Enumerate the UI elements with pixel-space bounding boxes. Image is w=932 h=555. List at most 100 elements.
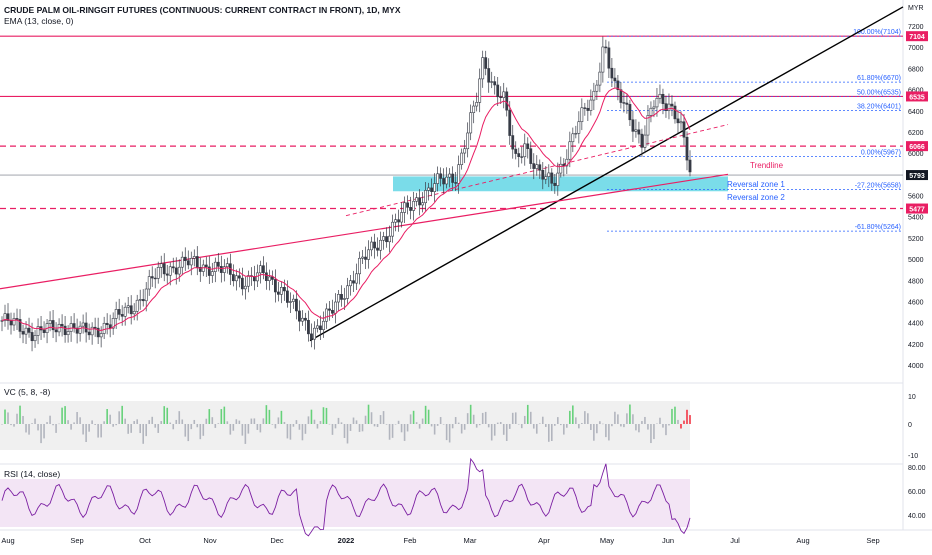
time-tick-label: Apr: [538, 536, 550, 545]
vc-bar: [325, 407, 328, 424]
vc-bar: [599, 421, 601, 424]
vc-bar: [563, 424, 565, 435]
candle-body: [397, 219, 400, 223]
vc-bar: [295, 420, 298, 424]
vc-bar: [611, 424, 613, 427]
vc-bar: [671, 408, 673, 424]
currency-label: MYR: [908, 5, 924, 12]
vc-bar: [665, 424, 667, 436]
candle-body: [553, 182, 557, 186]
vc-bar: [517, 424, 520, 425]
candle-body: [565, 158, 569, 167]
vc-bar: [340, 422, 343, 424]
candle-body: [490, 81, 494, 83]
ema-legend[interactable]: EMA (13, close, 0): [4, 16, 74, 26]
fib-level-label: 100.00%(7104): [853, 29, 901, 36]
candle-body: [580, 107, 584, 123]
candle-body: [283, 287, 286, 292]
vc-bar: [190, 424, 193, 430]
candle-body: [364, 256, 367, 260]
vc-bar: [502, 424, 505, 435]
candle-body: [643, 134, 647, 148]
candle-body: [583, 107, 587, 109]
vc-bar: [196, 424, 199, 428]
vc-bar: [499, 422, 502, 424]
rsi-legend[interactable]: RSI (14, close): [4, 469, 61, 479]
vc-bar: [590, 424, 592, 430]
vc-bar: [463, 424, 466, 430]
annotation-reversal-zone-2: Reversal zone 2: [727, 193, 785, 202]
candle-body: [204, 264, 208, 268]
candle-body: [619, 89, 623, 103]
time-tick-label: Jun: [662, 536, 674, 545]
fibonacci-levels[interactable]: 127.20%(7473)100.00%(7104)61.80%(6670)50…: [607, 0, 903, 232]
fib-level-label: -27.20%(5658): [855, 182, 901, 189]
vc-bar: [686, 409, 688, 424]
vc-tick-label: 0: [908, 422, 912, 429]
candle-body: [129, 305, 133, 315]
vc-bar: [454, 417, 457, 424]
vc-legend[interactable]: VC (5, 8, -8): [4, 387, 51, 397]
vc-bar: [238, 420, 241, 424]
vc-bar: [163, 406, 166, 424]
vc-bar: [49, 415, 51, 424]
vc-bar: [569, 410, 571, 424]
vc-bar: [343, 424, 346, 439]
vc-bar: [37, 424, 39, 431]
vc-bar: [554, 424, 556, 426]
vc-bar: [532, 424, 535, 429]
annotation-trendline: Trendline: [750, 161, 784, 170]
price-tick-label: 6400: [908, 109, 924, 116]
candle-body: [3, 313, 7, 321]
vc-bar: [73, 422, 75, 424]
candle-body: [213, 261, 217, 272]
vc-bar: [97, 424, 99, 438]
vc-bar: [154, 424, 157, 428]
vc-bar: [638, 424, 640, 433]
vc-bar: [76, 412, 78, 424]
time-tick-label: Dec: [270, 536, 284, 545]
vc-panel: 10 0 -10: [0, 394, 918, 460]
candle-body: [87, 331, 91, 336]
candle-body: [631, 119, 635, 132]
time-axis[interactable]: Aug Sep Oct Nov Dec 2022 Feb Mar Apr May Jun Jul Aug…: [1, 536, 879, 545]
vc-bar: [127, 424, 129, 434]
vc-bar: [265, 405, 268, 424]
candle-body: [457, 164, 461, 184]
vc-bar: [277, 417, 280, 424]
candle-body: [117, 309, 121, 315]
vc-bar: [448, 424, 451, 443]
candle-body: [355, 273, 358, 284]
time-tick-label: 2022: [338, 536, 355, 545]
time-tick-label: Feb: [404, 536, 417, 545]
vc-bar: [421, 418, 424, 424]
candle-body: [132, 310, 136, 315]
candle-body: [433, 183, 437, 192]
price-axis[interactable]: MYR7200700068006600640062006000580056005…: [908, 5, 924, 370]
vc-bar: [529, 411, 532, 424]
candle-body: [688, 159, 692, 173]
vc-bar: [578, 424, 580, 429]
vc-bar: [193, 419, 196, 424]
candle-body: [481, 57, 485, 80]
vc-bar: [244, 424, 247, 444]
candle-body: [81, 322, 85, 327]
vc-bar: [511, 412, 514, 424]
vc-bar: [19, 405, 21, 424]
vc-bar: [172, 424, 175, 430]
candle-body: [183, 256, 187, 261]
price-badge-label: 5477: [909, 207, 925, 214]
vc-bar: [593, 424, 595, 441]
vc-bar: [16, 413, 18, 424]
candle-body: [394, 219, 397, 223]
candle-body: [60, 323, 64, 327]
vc-bar: [650, 424, 652, 444]
vc-bar: [91, 420, 93, 424]
vc-bar: [310, 409, 313, 424]
vc-bar: [298, 424, 301, 430]
vc-bar: [388, 424, 391, 440]
vc-bar: [301, 424, 304, 441]
vc-bar: [644, 416, 646, 424]
